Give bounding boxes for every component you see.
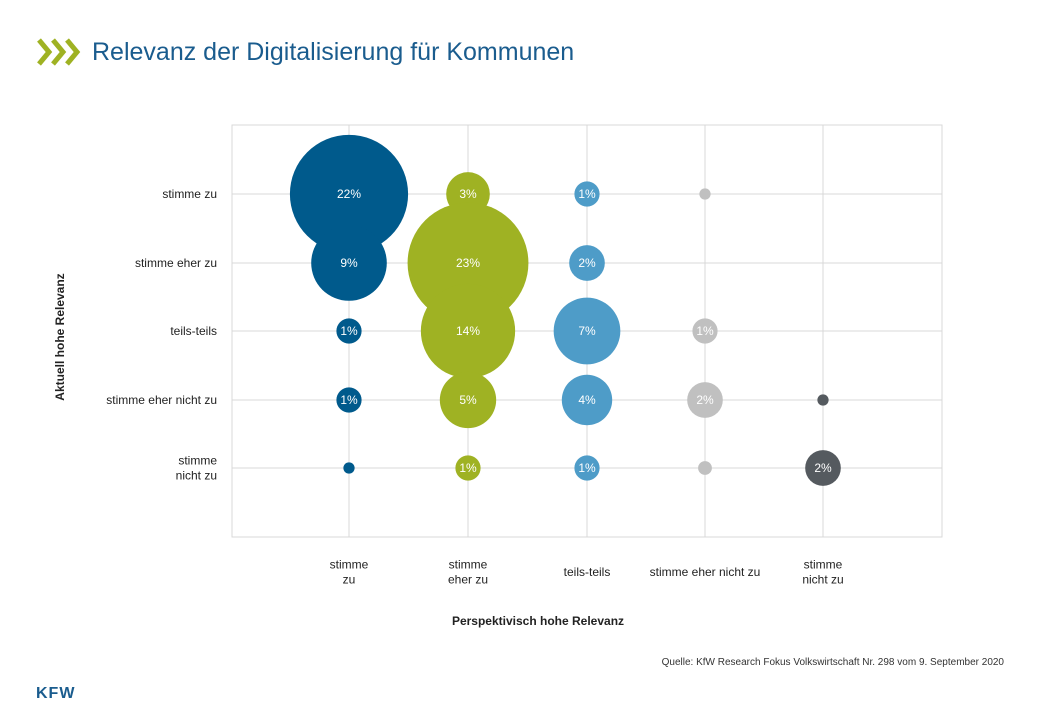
x-tick-label: stimme (804, 558, 843, 572)
bubble-label: 2% (696, 393, 714, 407)
x-tick-label: stimme (330, 558, 369, 572)
y-tick-label: stimme eher nicht zu (106, 393, 217, 407)
x-tick-label: zu (343, 573, 356, 587)
y-tick-label: stimme (178, 454, 217, 468)
source-note: Quelle: KfW Research Fokus Volkswirtscha… (661, 657, 1004, 668)
y-axis-title: Aktuell hohe Relevanz (53, 273, 67, 400)
bubble (692, 318, 718, 344)
bubble (698, 461, 712, 475)
x-tick-label: eher zu (448, 573, 488, 587)
x-tick-label: nicht zu (802, 573, 843, 587)
bubble-label: 2% (814, 461, 832, 475)
bubble (336, 318, 362, 344)
bubble-label: 1% (459, 461, 477, 475)
bubble-label: 1% (340, 324, 358, 338)
bubble (699, 188, 711, 200)
svg-text:KFW: KFW (36, 685, 75, 702)
bubble-label: 3% (459, 187, 477, 201)
bubble (343, 462, 355, 474)
bubble (289, 134, 409, 254)
x-tick-label: stimme (449, 558, 488, 572)
bubble-label: 1% (578, 461, 596, 475)
bubble (439, 371, 497, 429)
page-title: Relevanz der Digitalisierung für Kommune… (92, 37, 575, 66)
bubble (420, 283, 516, 379)
bubble (311, 225, 387, 301)
bubble-label: 5% (459, 393, 477, 407)
y-tick-label: nicht zu (176, 469, 217, 483)
bubble (553, 297, 621, 365)
bubble (817, 394, 829, 406)
bubble-label: 4% (578, 393, 596, 407)
bubble-label: 23% (456, 256, 480, 270)
bubble-label: 2% (578, 256, 596, 270)
x-tick-label: stimme eher nicht zu (650, 565, 761, 579)
bubble (336, 387, 362, 413)
y-tick-label: stimme zu (162, 187, 217, 201)
header: Relevanz der Digitalisierung für Kommune… (36, 32, 574, 72)
bubble (407, 202, 529, 324)
bubble (455, 455, 481, 481)
bubble-label: 1% (578, 187, 596, 201)
bubble-label: 22% (337, 187, 361, 201)
bubble-label: 7% (578, 324, 596, 338)
bubble (569, 245, 605, 281)
chevron-right-icon (37, 38, 81, 66)
bubble (687, 382, 723, 418)
kfw-logo: KFW (36, 685, 75, 702)
x-tick-label: teils-teils (564, 565, 611, 579)
bubble-label: 9% (340, 256, 358, 270)
bubble (561, 374, 613, 426)
y-tick-label: teils-teils (170, 324, 217, 338)
x-axis-title: Perspektivisch hohe Relevanz (452, 614, 624, 628)
bubble-label: 1% (340, 393, 358, 407)
bubble (574, 455, 600, 481)
bubble (574, 181, 600, 207)
bubble (805, 450, 841, 486)
y-tick-label: stimme eher zu (135, 256, 217, 270)
bubble-label: 14% (456, 324, 480, 338)
bubble-label: 1% (696, 324, 714, 338)
